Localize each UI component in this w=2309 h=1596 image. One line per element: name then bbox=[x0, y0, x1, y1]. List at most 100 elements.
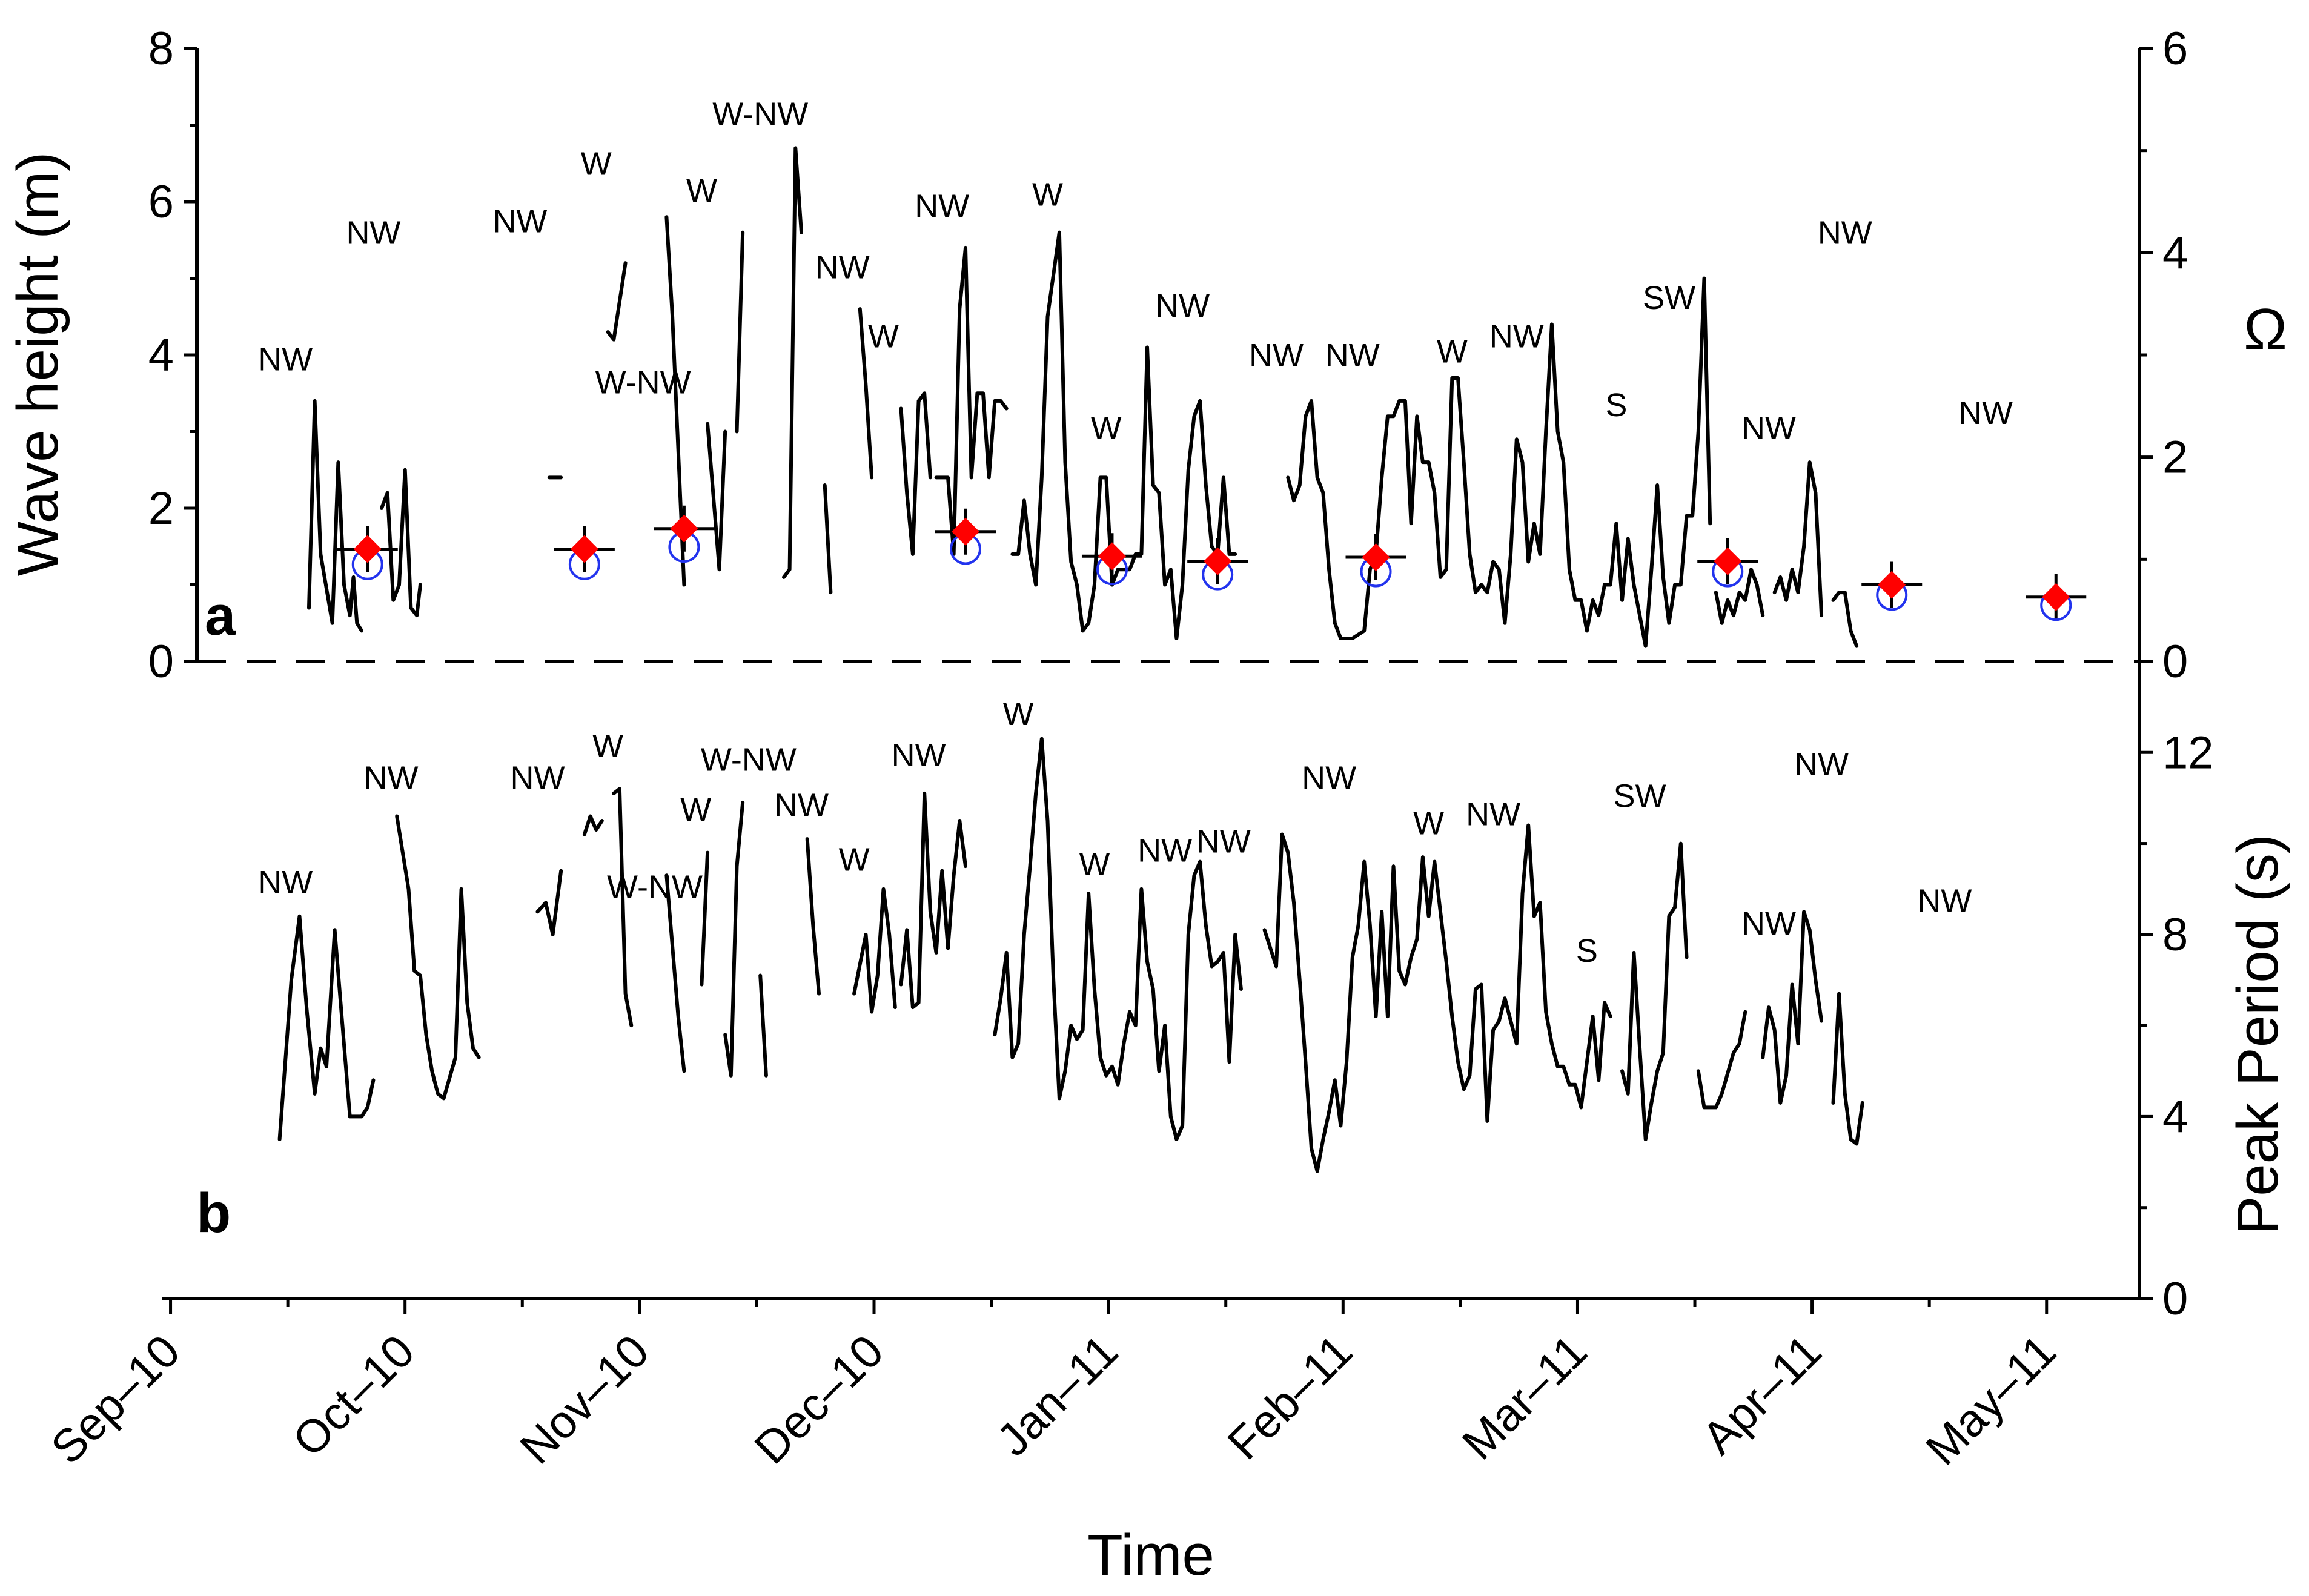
wave-height-line bbox=[782, 146, 803, 579]
direction-label-b: W-NW bbox=[701, 741, 797, 778]
wave-height-line bbox=[1714, 568, 1765, 625]
direction-label-b: NW bbox=[258, 864, 313, 901]
wave-height-line bbox=[1831, 591, 1859, 648]
direction-label-b: NW bbox=[1466, 796, 1520, 833]
direction-label-b: NW bbox=[1794, 746, 1849, 783]
omega-tick-label: 0 bbox=[2162, 636, 2188, 687]
peak-period-line bbox=[852, 887, 897, 1014]
x-tick-label: Mar–11 bbox=[1453, 1325, 1597, 1469]
x-tick-label: Feb–11 bbox=[1218, 1325, 1362, 1469]
peak-period-line bbox=[758, 973, 768, 1078]
y-tick-label-a: 8 bbox=[148, 23, 174, 75]
peak-period-line bbox=[664, 873, 686, 1073]
direction-label-b: NW bbox=[774, 787, 829, 823]
panel-label-a: a bbox=[205, 585, 236, 647]
peak-period-line bbox=[1696, 1010, 1747, 1110]
peak-period-line bbox=[993, 737, 1243, 1141]
direction-label-b: NW bbox=[1196, 824, 1251, 860]
direction-label-a: NW bbox=[1818, 215, 1872, 251]
direction-label-a: W bbox=[686, 173, 717, 209]
direction-label-b: W bbox=[1079, 846, 1110, 882]
peak-period-line bbox=[723, 800, 745, 1078]
x-tick-label: May–11 bbox=[1916, 1325, 2066, 1475]
direction-label-a: NW bbox=[1489, 318, 1544, 354]
direction-label-b: SW bbox=[1614, 778, 1666, 814]
direction-label-b: S bbox=[1576, 933, 1598, 969]
peak-period-line bbox=[1831, 992, 1864, 1146]
peak-period-line bbox=[1620, 841, 1689, 1141]
y-axis-title-b: Peak Period (s) bbox=[2225, 834, 2290, 1235]
direction-label-b: NW bbox=[1917, 882, 1972, 919]
y-tick-label-a: 4 bbox=[148, 329, 174, 381]
peak-period-line bbox=[805, 837, 821, 996]
peak-period-line bbox=[582, 814, 604, 836]
direction-label-a: S bbox=[1605, 387, 1627, 423]
direction-label-a: NW bbox=[346, 215, 400, 251]
peak-period-line bbox=[1262, 823, 1612, 1173]
direction-label-b: NW bbox=[892, 737, 946, 773]
wave-height-line bbox=[1286, 276, 1712, 648]
omega-tick-label: 2 bbox=[2162, 432, 2188, 483]
peak-period-line bbox=[1761, 910, 1824, 1105]
panel-label-b: b bbox=[197, 1182, 231, 1244]
direction-label-b: W-NW bbox=[607, 869, 703, 906]
wave-height-line bbox=[934, 245, 1009, 556]
direction-label-b: W bbox=[680, 792, 711, 828]
direction-label-b: W bbox=[839, 842, 870, 878]
period-tick-label: 12 bbox=[2162, 727, 2214, 778]
direction-label-a: NW bbox=[1155, 288, 1210, 324]
wave-height-line bbox=[664, 215, 686, 587]
wave-height-line bbox=[735, 230, 745, 434]
x-tick-label: Nov–10 bbox=[511, 1325, 659, 1474]
wave-height-line bbox=[858, 307, 874, 480]
omega-diamond-marker bbox=[1098, 542, 1126, 571]
direction-label-a: W bbox=[581, 146, 612, 182]
direction-label-a: NW bbox=[815, 250, 870, 286]
direction-label-a: NW bbox=[1958, 395, 2013, 431]
omega-diamond-marker bbox=[2042, 583, 2070, 611]
peak-period-line bbox=[700, 850, 710, 987]
direction-label-a: W-NW bbox=[712, 96, 808, 133]
direction-label-b: NW bbox=[1302, 760, 1356, 796]
direction-label-a: NW bbox=[1249, 337, 1304, 374]
x-tick-label: Dec–10 bbox=[745, 1325, 893, 1474]
wave-height-line bbox=[899, 391, 932, 556]
wave-height-line bbox=[1772, 460, 1824, 618]
omega-diamond-marker bbox=[670, 514, 698, 543]
omega-diamond-marker bbox=[1204, 547, 1232, 575]
omega-diamond-marker bbox=[570, 535, 598, 563]
x-tick-label: Apr–11 bbox=[1692, 1325, 1831, 1464]
direction-label-a: NW bbox=[915, 188, 969, 224]
peak-period-line bbox=[395, 814, 481, 1101]
direction-label-a: W bbox=[1032, 176, 1063, 213]
period-tick-label: 8 bbox=[2162, 909, 2188, 961]
peak-period-line bbox=[899, 791, 967, 1010]
wave-height-line bbox=[307, 399, 364, 633]
omega-diamond-marker bbox=[951, 517, 979, 546]
omega-diamond-marker bbox=[1878, 571, 1906, 599]
direction-label-a: NW bbox=[258, 341, 313, 377]
y2-axis-title-a: Ω bbox=[2244, 297, 2287, 362]
direction-label-b: W bbox=[592, 728, 623, 764]
direction-label-a: NW bbox=[1741, 410, 1796, 446]
direction-label-b: NW bbox=[363, 760, 418, 796]
period-tick-label: 4 bbox=[2162, 1091, 2188, 1142]
direction-label-a: NW bbox=[492, 204, 547, 240]
x-tick-label: Oct–10 bbox=[283, 1325, 424, 1466]
y-tick-label-a: 6 bbox=[148, 176, 174, 228]
period-tick-label: 0 bbox=[2162, 1273, 2188, 1325]
omega-diamond-marker bbox=[353, 535, 382, 563]
y-tick-label-a: 2 bbox=[148, 483, 174, 534]
peak-period-line bbox=[277, 914, 376, 1141]
y-axis-title-a: Wave height (m) bbox=[5, 152, 70, 577]
y-tick-label-a: 0 bbox=[148, 636, 174, 687]
direction-label-a: SW bbox=[1643, 280, 1695, 316]
x-tick-label: Sep–10 bbox=[41, 1325, 190, 1474]
wave-height-line bbox=[823, 483, 833, 595]
omega-diamond-marker bbox=[1362, 543, 1390, 571]
peak-period-line bbox=[535, 869, 563, 936]
x-axis-title: Time bbox=[1087, 1523, 1214, 1588]
omega-tick-label: 6 bbox=[2162, 23, 2188, 75]
direction-label-b: NW bbox=[1741, 906, 1796, 942]
